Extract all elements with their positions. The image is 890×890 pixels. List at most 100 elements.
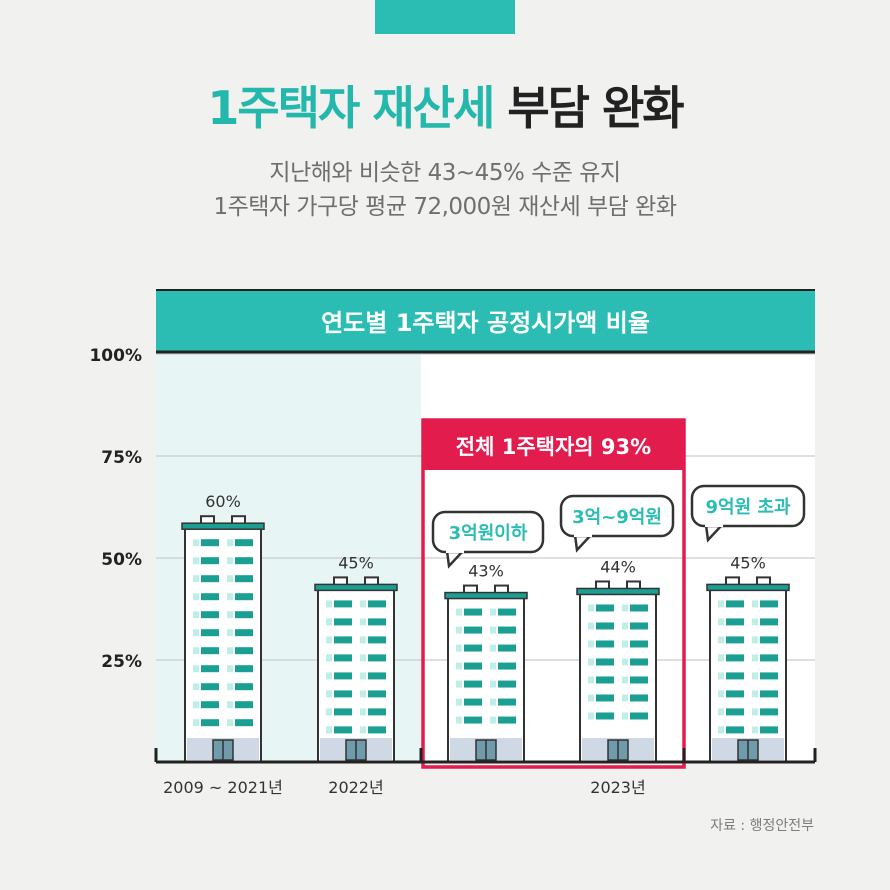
window [760,654,778,662]
window [726,636,744,644]
bar-roof [576,587,660,596]
window [490,662,496,670]
window [760,600,778,608]
window [334,600,352,608]
window [456,698,462,706]
window [334,672,352,680]
window [193,557,199,565]
window [464,644,482,652]
window [235,539,253,547]
window [752,654,758,662]
window [326,600,332,608]
window [718,726,724,734]
window [326,672,332,680]
window [326,618,332,626]
window [360,654,366,662]
window [360,600,366,608]
window [630,712,648,720]
window [456,608,462,616]
window [360,636,366,644]
window [630,676,648,684]
bar-body [579,589,657,763]
window [201,593,219,601]
window [227,539,233,547]
window [596,622,614,630]
window [201,575,219,583]
x-axis-label: 2009 ~ 2021년 [163,778,283,797]
window [235,665,253,673]
subtitle-line-1: 지난해와 비슷한 43~45% 수준 유지 [269,160,621,186]
window [752,708,758,716]
window [201,683,219,691]
window [630,640,648,648]
window [456,716,462,724]
window [760,618,778,626]
window [326,708,332,716]
bubble-tail-mask [574,532,592,537]
window [235,611,253,619]
bar-body [447,593,525,763]
window [201,539,219,547]
window [227,575,233,583]
y-tick-label: 25% [101,652,142,672]
window [630,622,648,630]
window [726,618,744,626]
window [193,665,199,673]
window [326,726,332,734]
window [490,626,496,634]
window [490,716,496,724]
bubble-label: 3억~9억원 [572,507,662,528]
bubble-label: 9억원 초과 [705,497,790,518]
bubble-label: 3억원이하 [449,523,528,544]
bar-roof [444,591,528,600]
window [368,618,386,626]
window [235,701,253,709]
source-label: 자료 : 행정안전부 [710,818,814,834]
window [193,593,199,601]
window [360,690,366,698]
bar [576,580,660,763]
window [588,640,594,648]
window [596,604,614,612]
window [726,672,744,680]
window [227,629,233,637]
window [368,726,386,734]
window [498,644,516,652]
bubble-box [690,484,806,528]
window [498,716,516,724]
window [588,622,594,630]
window [630,694,648,702]
window [718,618,724,626]
window [201,701,219,709]
window [718,708,724,716]
window [464,680,482,688]
window [193,539,199,547]
x-axis-label: 2022년 [328,778,383,797]
window [718,600,724,608]
title-highlight: 1주택자 재산세 [207,81,495,135]
chart-title-banner [156,290,815,352]
window [201,557,219,565]
window [235,593,253,601]
window [368,600,386,608]
window [596,658,614,666]
bubble-tail-mask [705,522,723,527]
bar-roof [706,583,790,592]
data-label: 45% [338,553,374,572]
window [368,690,386,698]
window [456,662,462,670]
window [596,712,614,720]
window [368,672,386,680]
window [630,604,648,612]
window [490,644,496,652]
window [227,557,233,565]
window [334,690,352,698]
window [360,708,366,716]
window [334,654,352,662]
window [596,640,614,648]
window [193,611,199,619]
window [235,647,253,655]
page-title: 1주택자 재산세 부담 완화 [0,72,890,138]
window [718,636,724,644]
highlight-box-header [423,420,684,470]
